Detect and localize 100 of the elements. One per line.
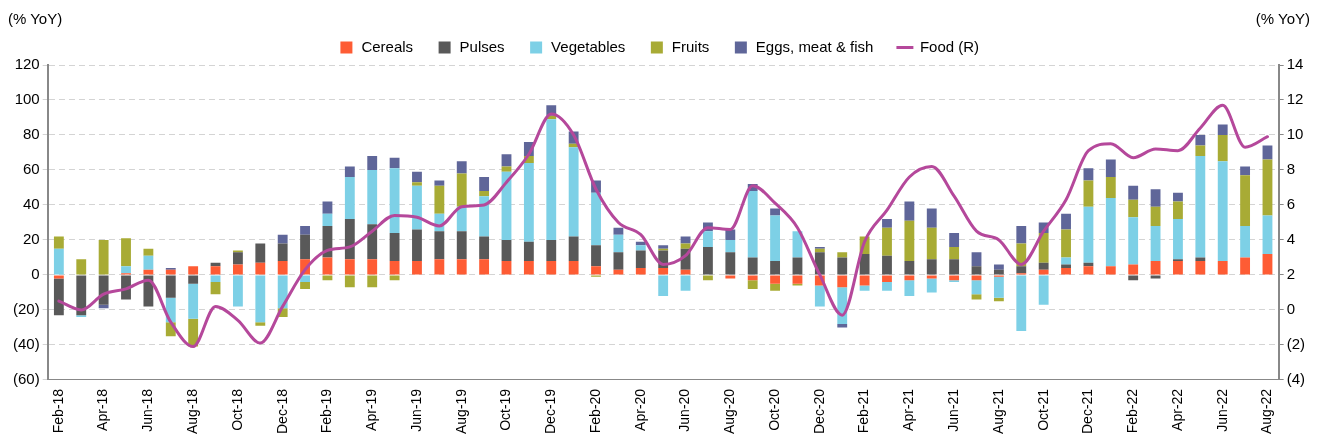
bar xyxy=(1105,266,1116,275)
bar xyxy=(859,275,870,286)
bar xyxy=(770,275,780,284)
bar xyxy=(389,260,400,275)
bar xyxy=(412,260,422,275)
bar xyxy=(1128,275,1139,281)
bar xyxy=(837,252,848,258)
bar xyxy=(76,259,87,275)
bar xyxy=(859,285,870,291)
x-tick-label: Feb-18 xyxy=(49,388,66,434)
bar xyxy=(1128,185,1139,200)
bar xyxy=(434,180,445,186)
bar xyxy=(613,252,624,270)
bar xyxy=(1083,168,1094,181)
bar xyxy=(904,201,915,221)
y-tick-label: (60) xyxy=(12,370,40,387)
legend-label: Vegetables xyxy=(551,37,626,55)
x-tick-label: Dec-21 xyxy=(1079,388,1096,434)
x-tick-label: Apr-20 xyxy=(631,388,648,431)
bar xyxy=(277,243,288,261)
y2-axis-title: (% YoY) xyxy=(1255,10,1310,28)
bar xyxy=(882,281,892,291)
bar xyxy=(971,280,982,295)
bar xyxy=(613,234,624,253)
x-tick-label: Dec-18 xyxy=(273,388,290,434)
bar xyxy=(1195,257,1206,261)
bar xyxy=(53,278,64,316)
bar xyxy=(389,275,400,281)
bar xyxy=(277,260,288,275)
y-tick-label: (20) xyxy=(12,300,40,318)
bar xyxy=(904,220,915,261)
bar xyxy=(949,246,960,260)
bar xyxy=(1217,134,1228,162)
bar xyxy=(434,185,445,214)
legend-label: Pulses xyxy=(459,37,505,55)
bar xyxy=(1195,134,1206,146)
bar xyxy=(277,234,288,244)
bar xyxy=(434,231,445,260)
bar xyxy=(1240,257,1251,275)
bar xyxy=(770,215,780,261)
bar xyxy=(344,176,355,219)
bar xyxy=(1038,262,1049,270)
bar xyxy=(322,257,333,275)
bar xyxy=(1061,264,1071,268)
bar xyxy=(367,275,378,288)
bar xyxy=(255,275,266,323)
bar xyxy=(1195,155,1206,258)
bar xyxy=(568,236,579,261)
bar xyxy=(1217,260,1228,275)
bar xyxy=(121,266,131,274)
bar xyxy=(456,161,467,174)
bar xyxy=(1150,275,1161,279)
y-tick-label: 100 xyxy=(14,90,40,108)
bar xyxy=(635,250,646,268)
bar xyxy=(568,260,579,275)
bar xyxy=(233,264,243,275)
bar xyxy=(1262,215,1273,254)
bar xyxy=(971,252,982,267)
bar xyxy=(1262,145,1273,160)
bar xyxy=(591,245,601,267)
bar xyxy=(479,196,490,237)
bar xyxy=(792,275,803,284)
bar xyxy=(344,275,355,288)
bar xyxy=(255,262,266,275)
bar xyxy=(412,185,422,230)
bar xyxy=(210,275,221,282)
bar xyxy=(1173,201,1183,219)
bar xyxy=(926,259,937,275)
x-tick-label: Aug-18 xyxy=(184,388,201,435)
bar xyxy=(658,267,669,275)
legend-label: Eggs, meat & fish xyxy=(755,37,874,55)
bar xyxy=(1016,266,1027,274)
bar xyxy=(613,227,624,235)
bar xyxy=(993,276,1004,298)
bar xyxy=(121,238,131,267)
bar xyxy=(501,166,512,172)
bar xyxy=(300,281,310,289)
bar xyxy=(635,245,646,251)
x-tick-label: Oct-20 xyxy=(765,388,782,431)
y2-tick-label: (2) xyxy=(1286,335,1306,353)
bar xyxy=(770,260,780,275)
bar xyxy=(904,280,915,296)
bar xyxy=(1150,225,1161,261)
bar xyxy=(1038,232,1049,263)
bar xyxy=(188,266,199,275)
bar xyxy=(703,231,713,247)
bar xyxy=(456,206,467,232)
x-tick-label: Oct-18 xyxy=(228,388,245,431)
bar xyxy=(904,275,915,281)
y2-tick-label: 12 xyxy=(1286,90,1304,108)
bar xyxy=(1061,267,1071,275)
y2-tick-label: 0 xyxy=(1286,300,1296,318)
bar xyxy=(1061,213,1071,230)
bar xyxy=(882,255,892,275)
bar xyxy=(725,239,736,253)
bar xyxy=(1016,225,1027,244)
bar xyxy=(792,257,803,275)
bar xyxy=(98,239,109,275)
bar xyxy=(1173,192,1183,202)
bar xyxy=(1061,229,1071,258)
